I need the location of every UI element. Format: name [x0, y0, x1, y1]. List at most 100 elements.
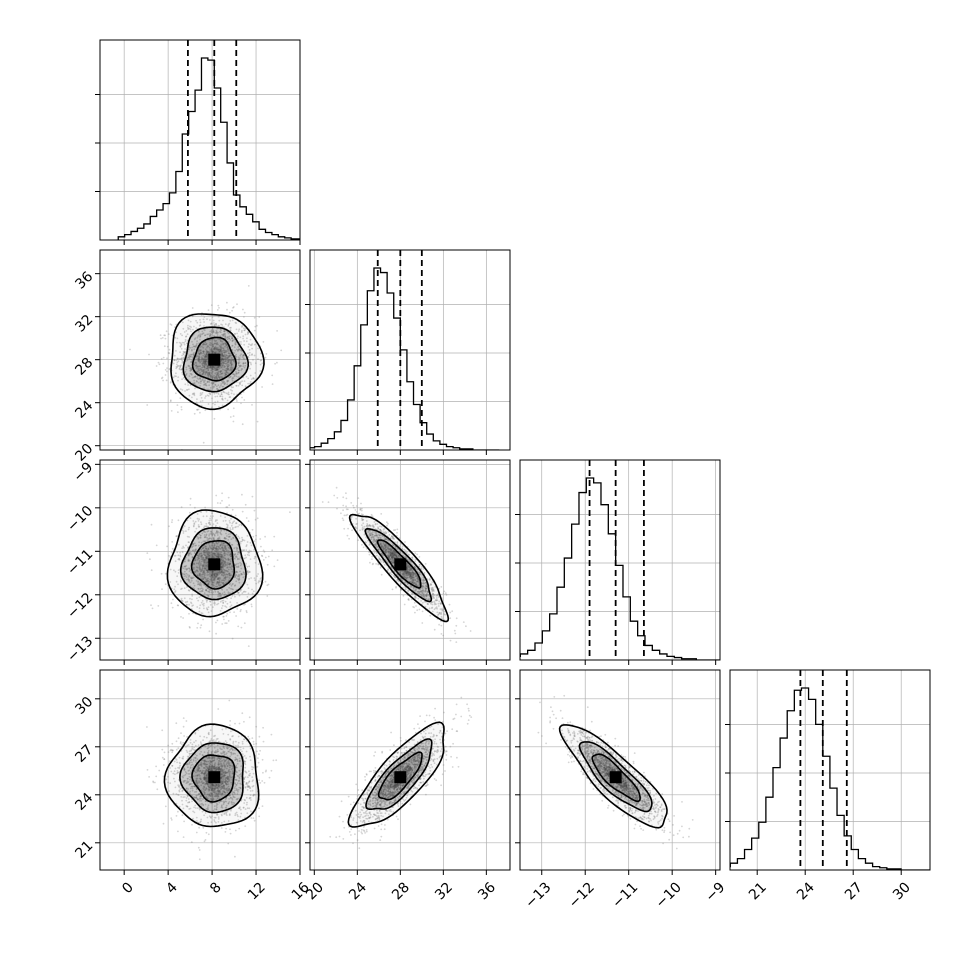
scatter-point: [231, 570, 234, 573]
scatter-point: [212, 376, 215, 378]
scatter-point: [208, 542, 210, 545]
scatter-point: [213, 347, 216, 350]
scatter-point: [227, 561, 229, 564]
scatter-point: [211, 534, 214, 536]
scatter-point: [220, 568, 222, 571]
scatter-point: [217, 349, 220, 352]
scatter-point: [221, 376, 224, 379]
scatter-point: [224, 358, 227, 361]
scatter-point: [243, 604, 245, 606]
scatter-point: [251, 347, 254, 350]
scatter-point: [204, 343, 206, 346]
scatter-point: [184, 338, 187, 341]
scatter-point: [214, 376, 217, 378]
scatter-point: [193, 325, 195, 328]
scatter-point: [216, 378, 219, 381]
scatter-point: [220, 558, 223, 561]
scatter-point: [204, 559, 206, 561]
scatter-point: [166, 545, 169, 548]
scatter-point: [187, 578, 190, 581]
scatter-point: [206, 318, 208, 320]
scatter-point: [204, 531, 207, 533]
panel-plot-area: [100, 40, 300, 240]
scatter-point: [212, 552, 215, 555]
scatter-point: [259, 580, 261, 582]
scatter-point: [174, 326, 176, 329]
scatter-point: [185, 372, 188, 375]
scatter-point: [162, 356, 165, 359]
scatter-point: [203, 559, 205, 562]
scatter-point: [221, 566, 224, 569]
scatter-point: [210, 382, 213, 384]
scatter-point: [182, 530, 185, 533]
scatter-point: [180, 368, 183, 371]
scatter-point: [213, 374, 215, 377]
scatter-point: [206, 374, 209, 376]
scatter-point: [218, 325, 221, 327]
scatter-point: [386, 546, 389, 549]
scatter-point: [242, 357, 245, 359]
scatter-point: [228, 322, 231, 325]
scatter-point: [200, 560, 203, 563]
scatter-point: [350, 502, 353, 504]
scatter-point: [271, 549, 274, 552]
scatter-point: [232, 588, 235, 591]
scatter-point: [191, 598, 193, 601]
scatter-point: [215, 572, 218, 575]
scatter-point: [222, 351, 225, 353]
scatter-point: [225, 527, 228, 530]
scatter-point: [244, 333, 247, 336]
scatter-point: [193, 542, 196, 545]
scatter-point: [196, 627, 199, 629]
scatter-point: [205, 350, 208, 352]
scatter-point: [214, 377, 216, 379]
scatter-point: [223, 333, 226, 335]
scatter-point: [180, 580, 182, 583]
scatter-point: [242, 308, 244, 311]
scatter-point: [187, 560, 190, 562]
scatter-point: [178, 558, 181, 560]
scatter-point: [243, 366, 246, 369]
scatter-point: [201, 400, 204, 402]
scatter-point: [231, 339, 234, 341]
scatter-point: [203, 369, 206, 371]
scatter-point: [224, 349, 227, 352]
scatter-point: [227, 593, 230, 595]
scatter-point: [232, 373, 234, 375]
scatter-point: [235, 570, 238, 573]
scatter-point: [184, 340, 187, 343]
scatter-point: [238, 358, 241, 361]
scatter-point: [218, 536, 221, 539]
y-tick-label: 28: [72, 355, 96, 379]
scatter-point: [214, 383, 217, 386]
scatter-point: [248, 551, 251, 553]
scatter-point: [221, 395, 224, 398]
scatter-point: [216, 502, 219, 504]
scatter-point: [223, 594, 226, 596]
scatter-point: [202, 618, 205, 621]
scatter-point: [183, 573, 186, 576]
scatter-point: [215, 494, 218, 497]
scatter-point: [208, 555, 211, 557]
scatter-point: [220, 533, 223, 536]
scatter-point: [212, 329, 215, 332]
scatter-point: [222, 582, 225, 584]
scatter-point: [241, 356, 244, 358]
scatter-point: [213, 386, 216, 388]
scatter-point: [257, 581, 260, 584]
scatter-point: [238, 558, 241, 560]
scatter-point: [203, 329, 206, 332]
scatter-point: [207, 594, 210, 597]
panel-plot-area: [310, 460, 510, 660]
scatter-point: [204, 397, 206, 399]
scatter-point: [219, 328, 222, 331]
scatter-point: [223, 553, 225, 555]
scatter-point: [342, 504, 345, 507]
scatter-point: [199, 377, 201, 380]
scatter-point: [175, 365, 178, 368]
scatter-point: [231, 366, 234, 369]
scatter-point: [180, 357, 183, 359]
scatter-point: [225, 576, 228, 579]
scatter-point: [243, 572, 245, 574]
scatter-point: [189, 504, 192, 506]
